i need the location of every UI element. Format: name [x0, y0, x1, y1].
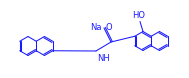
- Text: HO: HO: [132, 11, 146, 20]
- Text: NH: NH: [97, 54, 110, 63]
- Text: O: O: [105, 22, 112, 32]
- Text: Na: Na: [90, 22, 102, 32]
